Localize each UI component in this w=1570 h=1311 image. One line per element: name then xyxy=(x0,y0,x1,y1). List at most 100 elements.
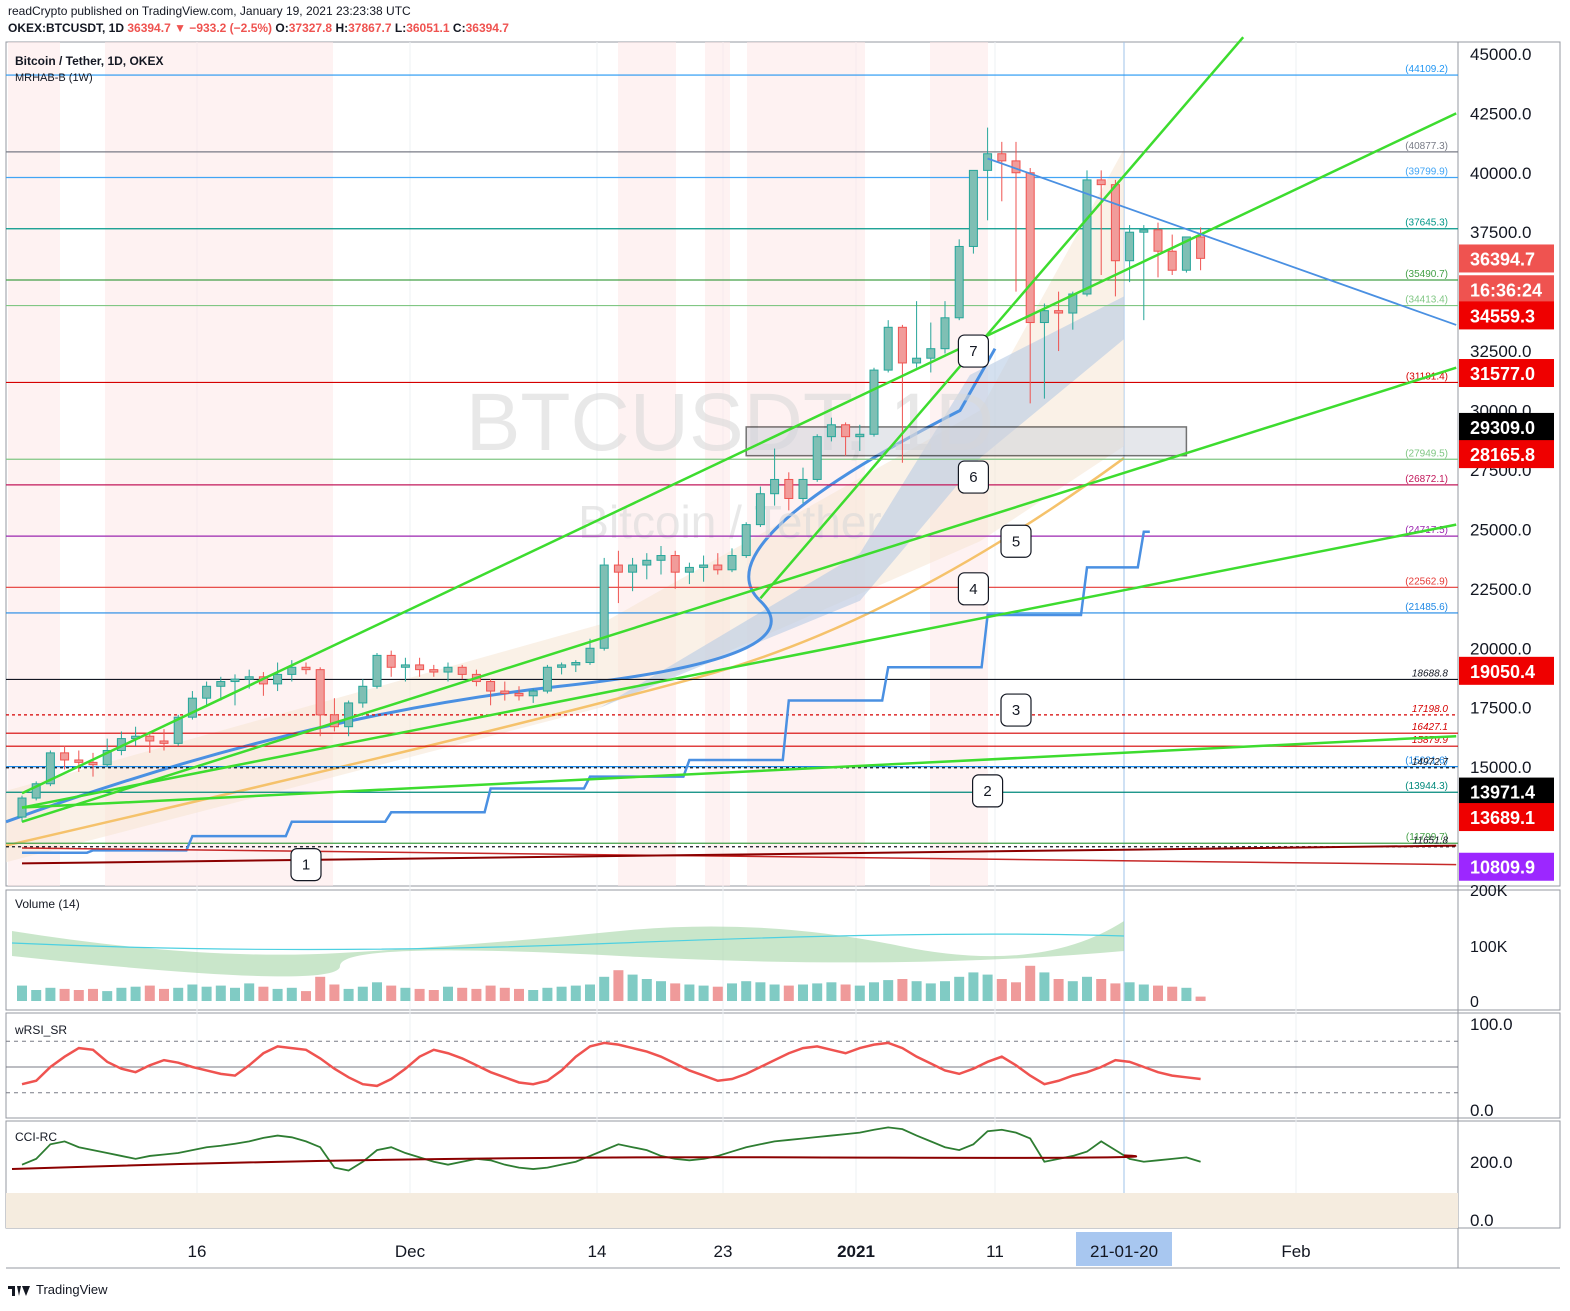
wave-marker-label: 7 xyxy=(969,343,977,360)
trend-lines[interactable] xyxy=(21,36,1457,866)
candle-body xyxy=(415,664,425,671)
volume-bar xyxy=(925,983,936,1001)
volume-bar xyxy=(443,986,453,1001)
candle-body xyxy=(1039,310,1049,324)
level-label: 15879.9 xyxy=(1412,735,1449,746)
candle-body xyxy=(358,685,368,704)
shade-band xyxy=(747,42,865,886)
candle-body xyxy=(1025,172,1035,324)
wave-marker-box xyxy=(957,460,990,494)
level-label: (21485.6) xyxy=(1405,602,1448,613)
trend-line xyxy=(21,847,1457,866)
volume-bar xyxy=(627,974,638,1001)
candle-body xyxy=(1181,236,1191,271)
candle-body xyxy=(457,666,467,675)
volume-bar xyxy=(996,979,1007,1001)
price-badge xyxy=(1459,275,1554,304)
rsi-line xyxy=(21,1041,1201,1088)
volume-bar xyxy=(954,976,965,1001)
candle-body xyxy=(883,326,893,371)
wave-markers[interactable]: 1 2 3 4 5 6 7 xyxy=(290,334,1032,882)
volume-bar xyxy=(712,986,723,1001)
candle-body xyxy=(557,664,567,668)
candle-body xyxy=(770,478,780,495)
level-label: (11799.7) xyxy=(1406,832,1448,843)
volume-bar xyxy=(215,985,226,1001)
level-label: 11651.8 xyxy=(1413,836,1449,847)
trend-line xyxy=(759,36,1245,600)
cci-band xyxy=(6,1193,1458,1228)
cci-label: CCI-RC xyxy=(15,1130,57,1144)
volume-bar xyxy=(940,981,950,1001)
price-tick: 25000.0 xyxy=(1470,520,1531,539)
high-label: H: xyxy=(335,21,349,35)
candle-body xyxy=(926,348,936,359)
volume-bar xyxy=(570,985,581,1001)
candle-body xyxy=(954,245,964,319)
candle-body xyxy=(273,673,283,685)
volume-bar xyxy=(897,979,908,1001)
price-badge xyxy=(1459,244,1554,273)
volume-bar xyxy=(144,985,155,1001)
price-badge xyxy=(1459,852,1554,881)
pane-frame xyxy=(5,1012,1561,1119)
volume-bar xyxy=(1138,984,1149,1001)
level-label: (40877.3) xyxy=(1405,141,1448,152)
consolidation-box[interactable] xyxy=(745,426,1188,457)
volume-bar xyxy=(414,988,425,1001)
volume-bar xyxy=(542,987,553,1001)
candle-body xyxy=(528,690,538,697)
trend-line xyxy=(21,844,1457,865)
candlesticks xyxy=(17,127,1206,822)
candle-body xyxy=(315,669,325,716)
price-badge-label: 16:36:24 xyxy=(1470,280,1542,300)
candle-body xyxy=(798,478,808,499)
candle-body xyxy=(31,783,41,799)
cci-pane: 200.0 0.0 xyxy=(6,1126,1513,1230)
candle-body xyxy=(400,664,410,668)
volume-bar xyxy=(45,987,56,1001)
volume-bar xyxy=(755,982,766,1001)
price-badge xyxy=(1459,301,1554,330)
volume-bar xyxy=(173,987,184,1001)
time-tick: 23 xyxy=(714,1242,733,1261)
volume-bar xyxy=(1153,985,1163,1001)
price-badge-label: 19050.4 xyxy=(1470,662,1535,682)
candle-body xyxy=(486,681,496,692)
candle-body xyxy=(727,555,737,571)
level-label: (22562.9) xyxy=(1405,576,1448,587)
price-badges: 36394.7 16:36:24 34559.3 31577.0 29309.0 2816… xyxy=(1459,244,1554,881)
time-axis[interactable]: 16 Dec 14 23 2021 11 Feb 21-01-20 xyxy=(188,1232,1311,1266)
last-price: 36394.7 xyxy=(127,21,171,35)
candle-body xyxy=(784,478,794,499)
open-label: O: xyxy=(275,21,289,35)
level-label: (15021.6) xyxy=(1405,756,1448,767)
time-tick: 14 xyxy=(588,1242,607,1261)
volume-bar xyxy=(187,984,198,1001)
volume-bar xyxy=(471,988,482,1001)
volume-bar xyxy=(343,988,354,1001)
level-label: (39799.9) xyxy=(1405,167,1448,178)
trend-line xyxy=(21,112,1457,795)
volume-bar xyxy=(670,983,681,1001)
candle-body xyxy=(542,666,552,692)
volume-bar xyxy=(528,990,539,1001)
level-label: 18688.8 xyxy=(1412,668,1449,679)
footer-brand[interactable]: TradingView xyxy=(8,1282,108,1297)
footer-brand-label: TradingView xyxy=(36,1282,108,1297)
cci-tick: 0.0 xyxy=(1470,1211,1494,1230)
volume-bar xyxy=(883,980,894,1001)
volume-bar xyxy=(982,974,993,1001)
price-tick: 20000.0 xyxy=(1470,639,1531,658)
volume-bar xyxy=(1181,987,1192,1001)
volume-bar xyxy=(741,981,752,1001)
volume-bar xyxy=(230,987,240,1001)
price-badge-label: 28165.8 xyxy=(1470,445,1535,465)
price-badge-label: 13689.1 xyxy=(1470,808,1535,828)
volume-bar xyxy=(499,987,510,1001)
volume-bar xyxy=(88,988,98,1001)
price-badge-label: 10809.9 xyxy=(1470,858,1535,878)
level-label: 14972.7 xyxy=(1412,757,1449,768)
volume-bar xyxy=(1053,979,1064,1001)
